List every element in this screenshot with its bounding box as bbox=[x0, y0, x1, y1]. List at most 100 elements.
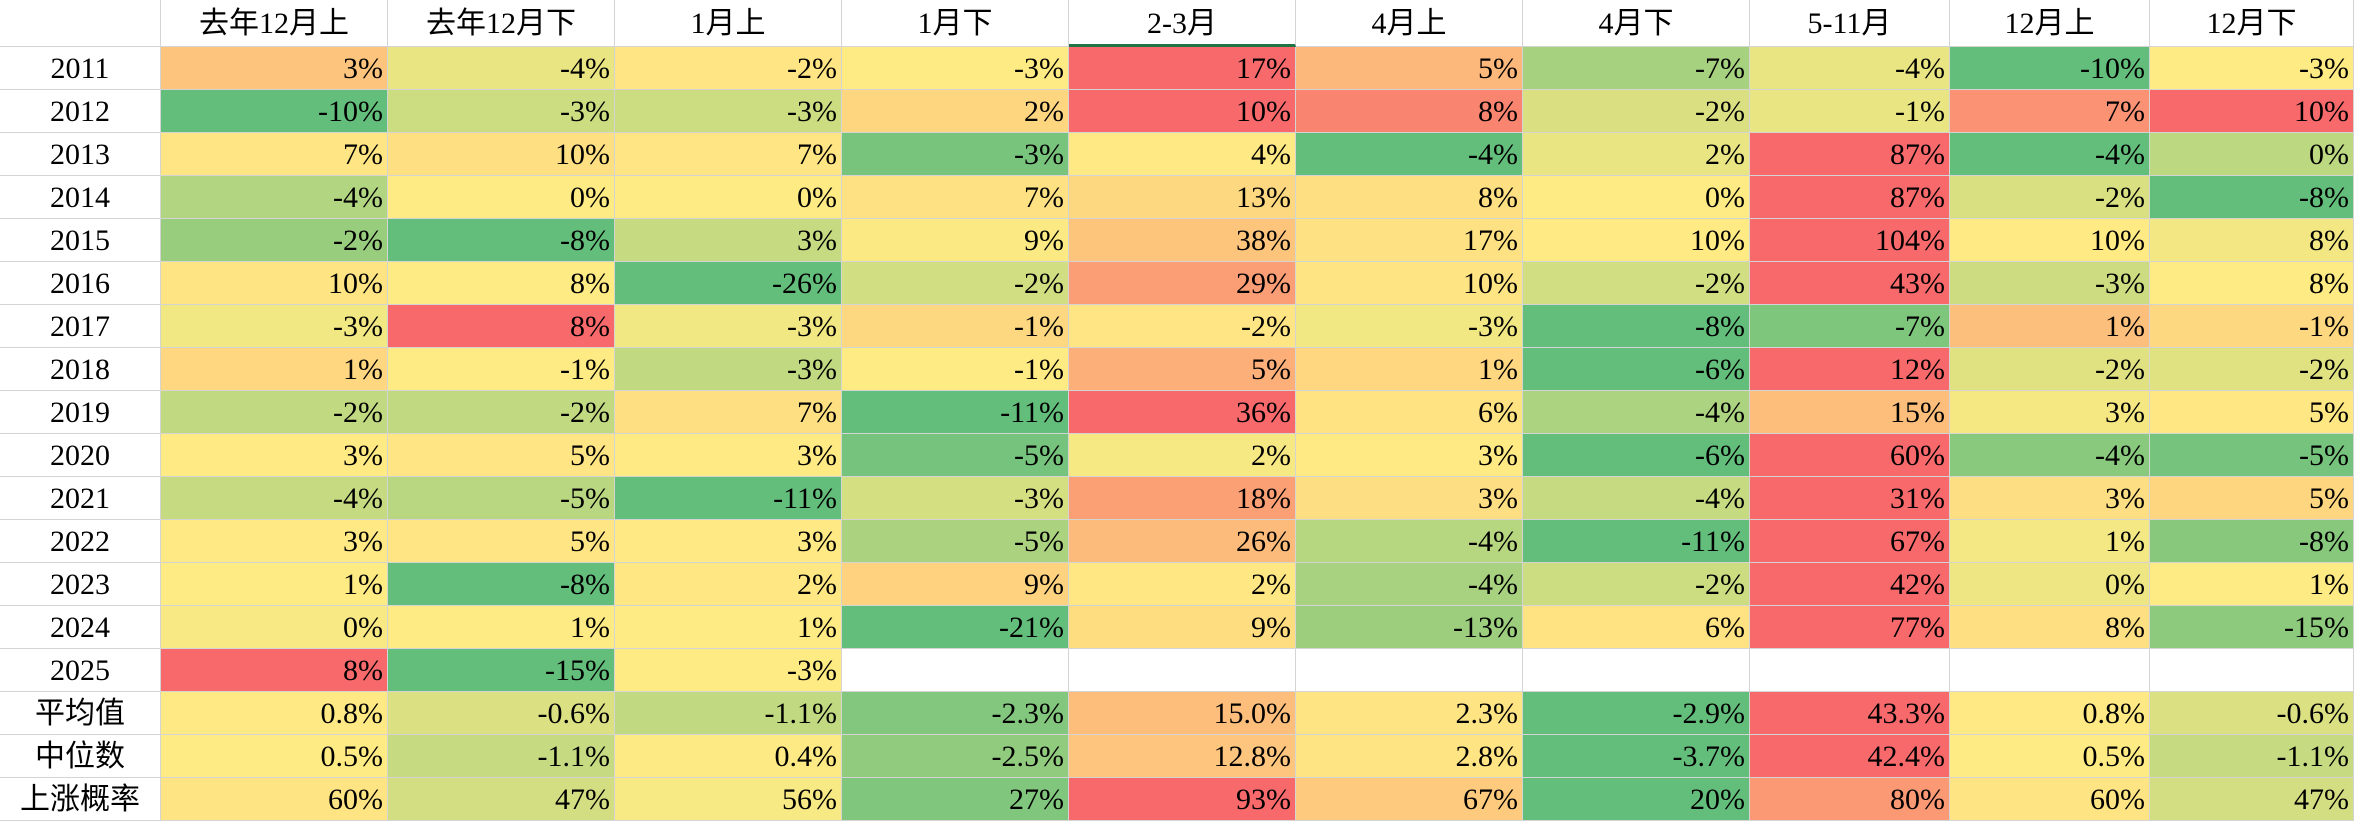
data-cell: -2% bbox=[161, 219, 388, 262]
data-cell: 10% bbox=[161, 262, 388, 305]
data-cell: 8% bbox=[388, 305, 615, 348]
data-cell: -0.6% bbox=[388, 692, 615, 735]
data-cell: 8% bbox=[1296, 90, 1523, 133]
data-cell: 17% bbox=[1296, 219, 1523, 262]
data-cell: 0.5% bbox=[161, 735, 388, 778]
data-cell: -1% bbox=[842, 305, 1069, 348]
column-header: 去年12月上 bbox=[161, 0, 388, 47]
data-cell: -15% bbox=[388, 649, 615, 692]
data-cell: 8% bbox=[2150, 219, 2354, 262]
data-cell: -8% bbox=[388, 219, 615, 262]
data-cell: 93% bbox=[1069, 778, 1296, 821]
column-header: 去年12月下 bbox=[388, 0, 615, 47]
data-cell: 42.4% bbox=[1750, 735, 1950, 778]
data-cell: -4% bbox=[1950, 133, 2150, 176]
data-cell: 104% bbox=[1750, 219, 1950, 262]
data-cell: -10% bbox=[161, 90, 388, 133]
data-cell: 12% bbox=[1750, 348, 1950, 391]
data-cell: 2.8% bbox=[1296, 735, 1523, 778]
data-cell: -1% bbox=[1750, 90, 1950, 133]
data-cell: 5% bbox=[388, 520, 615, 563]
data-cell: -21% bbox=[842, 606, 1069, 649]
row-label: 上涨概率 bbox=[0, 778, 161, 821]
data-cell: 60% bbox=[161, 778, 388, 821]
empty-cell bbox=[2150, 649, 2354, 692]
row-label: 2014 bbox=[0, 176, 161, 219]
data-cell: 10% bbox=[1069, 90, 1296, 133]
data-cell: 1% bbox=[615, 606, 842, 649]
column-header: 2-3月 bbox=[1069, 0, 1296, 47]
data-cell: -5% bbox=[842, 434, 1069, 477]
data-cell: 7% bbox=[615, 133, 842, 176]
data-cell: -3% bbox=[842, 477, 1069, 520]
data-cell: 2% bbox=[615, 563, 842, 606]
data-cell: 77% bbox=[1750, 606, 1950, 649]
data-cell: -3% bbox=[1950, 262, 2150, 305]
data-cell: -2% bbox=[1523, 262, 1750, 305]
row-label: 2025 bbox=[0, 649, 161, 692]
data-cell: -2% bbox=[1523, 90, 1750, 133]
row-label: 2019 bbox=[0, 391, 161, 434]
data-cell: -2% bbox=[161, 391, 388, 434]
data-cell: 0% bbox=[161, 606, 388, 649]
data-cell: -15% bbox=[2150, 606, 2354, 649]
empty-cell bbox=[1750, 649, 1950, 692]
data-cell: 5% bbox=[1296, 47, 1523, 90]
data-cell: 3% bbox=[1950, 477, 2150, 520]
data-cell: 7% bbox=[161, 133, 388, 176]
data-cell: 1% bbox=[1296, 348, 1523, 391]
empty-cell bbox=[1069, 649, 1296, 692]
data-cell: -2.9% bbox=[1523, 692, 1750, 735]
data-cell: -3% bbox=[2150, 47, 2354, 90]
empty-cell bbox=[842, 649, 1069, 692]
row-label: 2024 bbox=[0, 606, 161, 649]
data-cell: 10% bbox=[388, 133, 615, 176]
data-cell: -11% bbox=[615, 477, 842, 520]
data-cell: -3% bbox=[388, 90, 615, 133]
data-cell: 47% bbox=[2150, 778, 2354, 821]
data-cell: 38% bbox=[1069, 219, 1296, 262]
data-cell: 60% bbox=[1750, 434, 1950, 477]
data-cell: 3% bbox=[1296, 434, 1523, 477]
data-cell: 2% bbox=[1069, 434, 1296, 477]
data-cell: -6% bbox=[1523, 434, 1750, 477]
data-cell: 1% bbox=[1950, 305, 2150, 348]
data-cell: 42% bbox=[1750, 563, 1950, 606]
data-cell: -5% bbox=[388, 477, 615, 520]
data-cell: -1% bbox=[842, 348, 1069, 391]
row-label: 平均值 bbox=[0, 692, 161, 735]
data-cell: -2% bbox=[2150, 348, 2354, 391]
data-cell: -8% bbox=[2150, 176, 2354, 219]
data-cell: 1% bbox=[2150, 563, 2354, 606]
data-cell: 10% bbox=[2150, 90, 2354, 133]
data-cell: -3% bbox=[842, 47, 1069, 90]
data-cell: 9% bbox=[1069, 606, 1296, 649]
data-cell: 3% bbox=[615, 520, 842, 563]
data-cell: 2% bbox=[842, 90, 1069, 133]
data-cell: 10% bbox=[1523, 219, 1750, 262]
data-cell: 3% bbox=[615, 434, 842, 477]
data-cell: -2% bbox=[388, 391, 615, 434]
data-cell: 8% bbox=[2150, 262, 2354, 305]
data-cell: 8% bbox=[388, 262, 615, 305]
row-label: 2018 bbox=[0, 348, 161, 391]
data-cell: 5% bbox=[2150, 477, 2354, 520]
data-cell: -1.1% bbox=[2150, 735, 2354, 778]
data-cell: -3% bbox=[615, 305, 842, 348]
data-cell: -2% bbox=[842, 262, 1069, 305]
data-cell: 7% bbox=[615, 391, 842, 434]
data-cell: -5% bbox=[2150, 434, 2354, 477]
data-cell: -5% bbox=[842, 520, 1069, 563]
data-cell: -4% bbox=[161, 477, 388, 520]
data-cell: -4% bbox=[388, 47, 615, 90]
data-cell: -26% bbox=[615, 262, 842, 305]
data-cell: 10% bbox=[1296, 262, 1523, 305]
column-header: 12月上 bbox=[1950, 0, 2150, 47]
empty-cell bbox=[1950, 649, 2150, 692]
column-header: 1月下 bbox=[842, 0, 1069, 47]
data-cell: 67% bbox=[1296, 778, 1523, 821]
column-header: 5-11月 bbox=[1750, 0, 1950, 47]
row-label: 2016 bbox=[0, 262, 161, 305]
data-cell: 8% bbox=[1296, 176, 1523, 219]
data-cell: 5% bbox=[388, 434, 615, 477]
